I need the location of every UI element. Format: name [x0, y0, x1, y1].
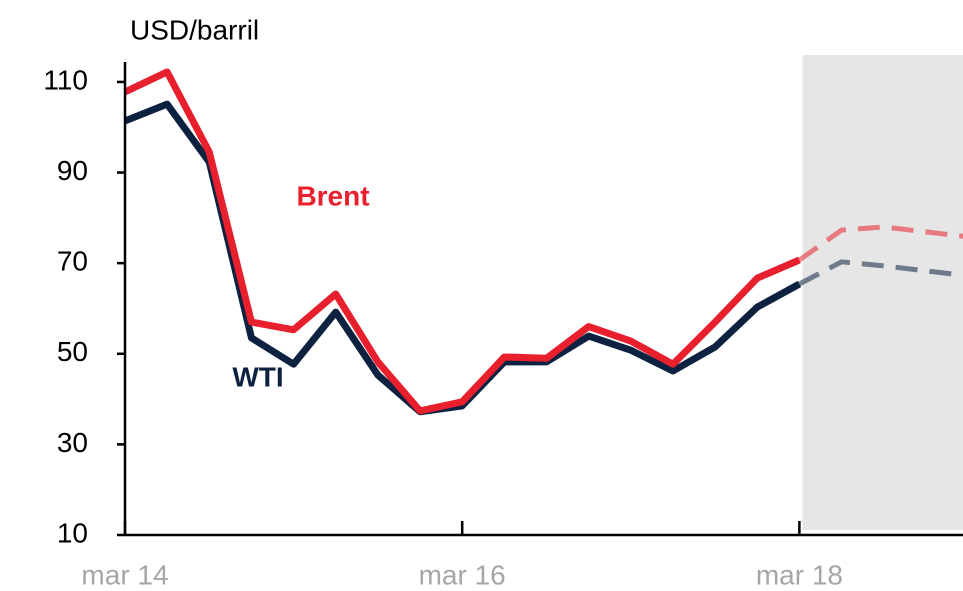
- y-tick-label: 110: [43, 64, 88, 95]
- y-tick-label: 10: [57, 517, 88, 548]
- forecast-shade: [802, 55, 963, 530]
- y-tick-label: 50: [57, 336, 88, 367]
- y-tick-label: 70: [57, 246, 88, 277]
- forecast-line: [797, 224, 963, 263]
- y-tick-label: 30: [57, 427, 88, 458]
- line-series: [123, 100, 802, 416]
- y-axis-label: USD/barril: [130, 14, 259, 45]
- y-tick-label: 90: [57, 155, 88, 186]
- x-tick-label: mar 18: [756, 559, 843, 590]
- series-label: Brent: [296, 180, 369, 211]
- plot-area: [123, 55, 963, 530]
- x-tick-label: mar 16: [419, 559, 506, 590]
- forecast-line: [798, 259, 963, 287]
- line-series: [123, 68, 801, 415]
- series-label: WTI: [232, 361, 283, 392]
- x-tick-label: mar 14: [81, 559, 168, 590]
